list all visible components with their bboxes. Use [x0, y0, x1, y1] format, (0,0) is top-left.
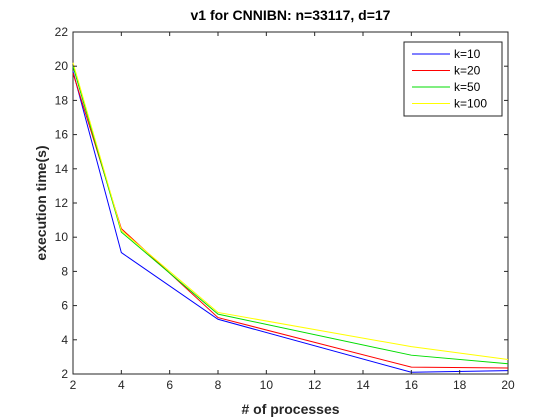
y-tick-label: 18: [55, 93, 69, 107]
y-tick-label: 22: [55, 25, 69, 39]
legend-label: k=50: [454, 80, 481, 94]
x-tick-label: 6: [166, 378, 173, 392]
y-tick-label: 6: [61, 299, 68, 313]
y-tick-label: 10: [55, 230, 69, 244]
y-tick-label: 12: [55, 196, 69, 210]
x-tick-label: 16: [405, 378, 419, 392]
series-line-k-50: [72, 66, 509, 365]
x-tick-label: 12: [308, 378, 322, 392]
y-tick-label: 2: [61, 367, 68, 381]
x-tick-label: 18: [453, 378, 467, 392]
series-line-k-100: [72, 62, 509, 360]
y-tick-label: 14: [55, 162, 69, 176]
legend-label: k=20: [454, 64, 481, 78]
legend: k=10 k=20 k=50 k=100: [403, 41, 503, 117]
y-axis-title: execution time(s): [33, 145, 49, 260]
x-tick-label: 2: [70, 378, 77, 392]
y-tick-label: 4: [61, 333, 68, 347]
y-tick-label: 16: [55, 128, 69, 142]
y-tick-label: 20: [55, 59, 69, 73]
legend-box: [403, 41, 503, 117]
x-tick-label: 10: [260, 378, 274, 392]
x-tick-label: 4: [118, 378, 125, 392]
x-tick-label: 14: [356, 378, 370, 392]
x-axis-title: # of processes: [241, 401, 339, 417]
series-line-k-10: [72, 71, 509, 373]
x-tick-label: 8: [215, 378, 222, 392]
legend-label: k=10: [454, 47, 481, 61]
y-tick-label: 8: [61, 264, 68, 278]
chart-title: v1 for CNNIBN: n=33117, d=17: [191, 7, 391, 23]
series-layer: [72, 62, 509, 373]
tick-layer: 2 4 6 8 10 12 14 16 18 20 2 4 6 8 10 12 14 16 18 20 22: [55, 25, 515, 392]
x-tick-label: 20: [501, 378, 515, 392]
legend-label: k=100: [454, 97, 487, 111]
